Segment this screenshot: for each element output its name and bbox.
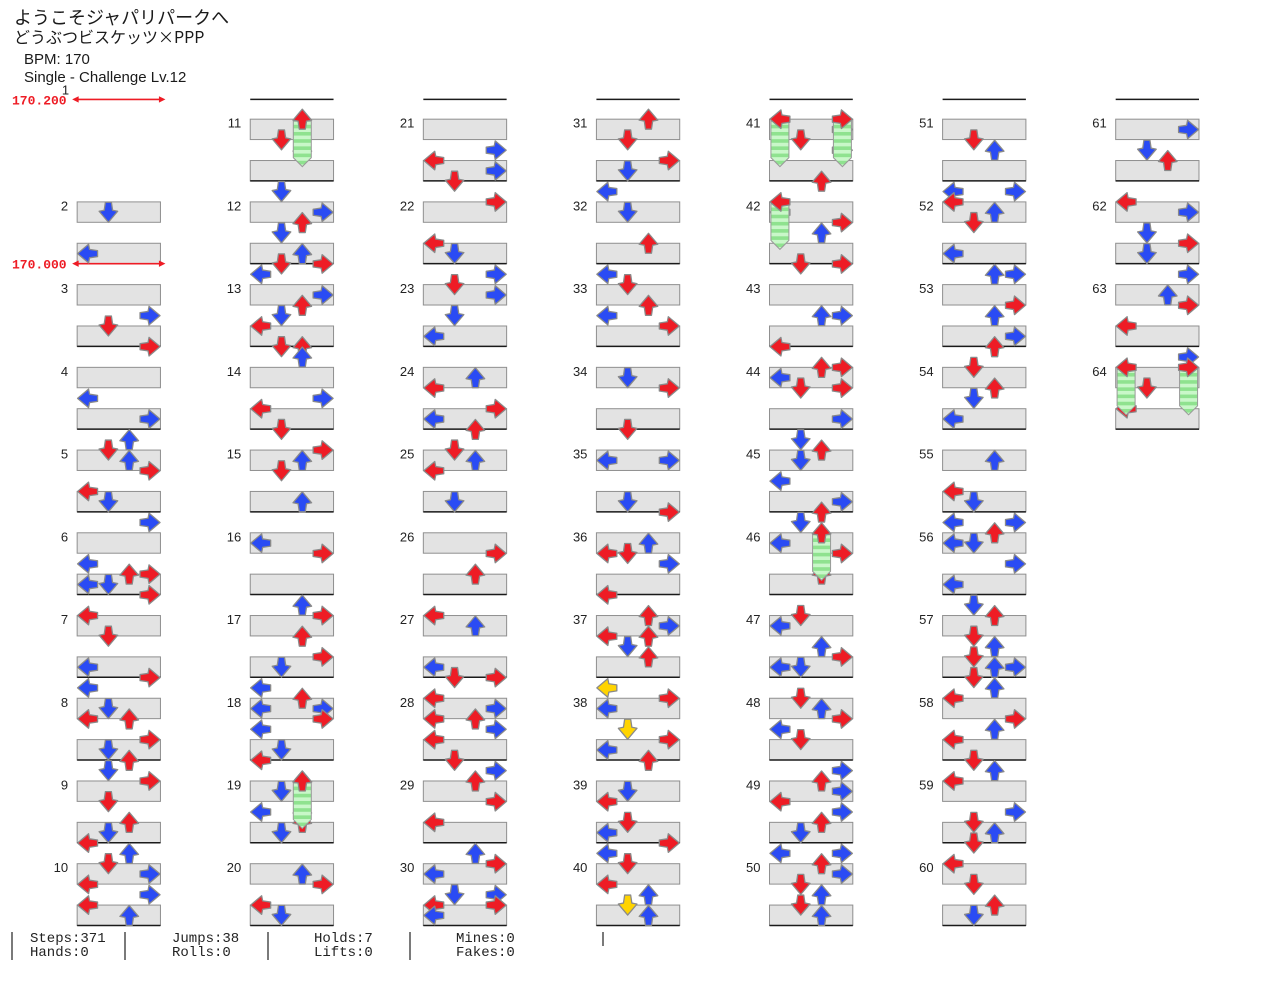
svg-text:170.200: 170.200 [12, 93, 67, 108]
svg-text:19: 19 [227, 777, 241, 792]
svg-text:40: 40 [573, 860, 587, 875]
svg-text:39: 39 [573, 777, 587, 792]
svg-text:42: 42 [746, 198, 760, 213]
svg-text:37: 37 [573, 612, 587, 627]
svg-text:62: 62 [1092, 198, 1106, 213]
svg-text:53: 53 [919, 281, 933, 296]
svg-text:12: 12 [227, 198, 241, 213]
svg-text:58: 58 [919, 695, 933, 710]
svg-text:13: 13 [227, 281, 241, 296]
svg-text:4: 4 [61, 364, 68, 379]
svg-text:47: 47 [746, 612, 760, 627]
svg-text:Fakes:0: Fakes:0 [456, 945, 515, 961]
svg-text:33: 33 [573, 281, 587, 296]
svg-text:46: 46 [746, 529, 760, 544]
svg-text:15: 15 [227, 447, 241, 462]
svg-text:41: 41 [746, 116, 760, 131]
svg-text:170.000: 170.000 [12, 258, 67, 273]
svg-text:3: 3 [61, 281, 68, 296]
svg-text:2: 2 [61, 198, 68, 213]
svg-text:Hands:0: Hands:0 [30, 945, 89, 961]
svg-text:8: 8 [61, 695, 68, 710]
svg-text:59: 59 [919, 777, 933, 792]
svg-text:25: 25 [400, 447, 414, 462]
svg-text:6: 6 [61, 529, 68, 544]
svg-text:28: 28 [400, 695, 414, 710]
svg-text:63: 63 [1092, 281, 1106, 296]
svg-text:60: 60 [919, 860, 933, 875]
svg-text:5: 5 [61, 447, 68, 462]
svg-text:30: 30 [400, 860, 414, 875]
svg-text:Rolls:0: Rolls:0 [172, 945, 231, 961]
svg-text:34: 34 [573, 364, 587, 379]
svg-text:20: 20 [227, 860, 241, 875]
svg-text:29: 29 [400, 777, 414, 792]
svg-text:35: 35 [573, 447, 587, 462]
svg-text:22: 22 [400, 198, 414, 213]
svg-text:21: 21 [400, 116, 414, 131]
svg-text:10: 10 [54, 860, 68, 875]
svg-text:61: 61 [1092, 116, 1106, 131]
svg-text:31: 31 [573, 116, 587, 131]
svg-text:27: 27 [400, 612, 414, 627]
svg-text:32: 32 [573, 198, 587, 213]
svg-text:23: 23 [400, 281, 414, 296]
svg-text:BPM: 170: BPM: 170 [24, 51, 90, 68]
svg-text:36: 36 [573, 529, 587, 544]
svg-text:57: 57 [919, 612, 933, 627]
svg-text:54: 54 [919, 364, 933, 379]
svg-text:9: 9 [61, 777, 68, 792]
svg-text:16: 16 [227, 529, 241, 544]
svg-text:18: 18 [227, 695, 241, 710]
svg-text:Single - Challenge Lv.12: Single - Challenge Lv.12 [24, 69, 186, 86]
svg-text:26: 26 [400, 529, 414, 544]
svg-text:38: 38 [573, 695, 587, 710]
svg-text:14: 14 [227, 364, 241, 379]
svg-text:24: 24 [400, 364, 414, 379]
svg-text:44: 44 [746, 364, 760, 379]
svg-text:Lifts:0: Lifts:0 [314, 945, 373, 961]
svg-text:52: 52 [919, 198, 933, 213]
svg-text:51: 51 [919, 116, 933, 131]
svg-text:7: 7 [61, 612, 68, 627]
svg-text:45: 45 [746, 447, 760, 462]
svg-text:56: 56 [919, 529, 933, 544]
svg-text:49: 49 [746, 777, 760, 792]
svg-text:11: 11 [228, 116, 242, 131]
svg-text:43: 43 [746, 281, 760, 296]
svg-text:64: 64 [1092, 364, 1106, 379]
svg-text:50: 50 [746, 860, 760, 875]
svg-text:55: 55 [919, 447, 933, 462]
svg-text:17: 17 [227, 612, 241, 627]
svg-text:48: 48 [746, 695, 760, 710]
svg-text:どうぶつビスケッツ×PPP: どうぶつビスケッツ×PPP [14, 24, 204, 48]
